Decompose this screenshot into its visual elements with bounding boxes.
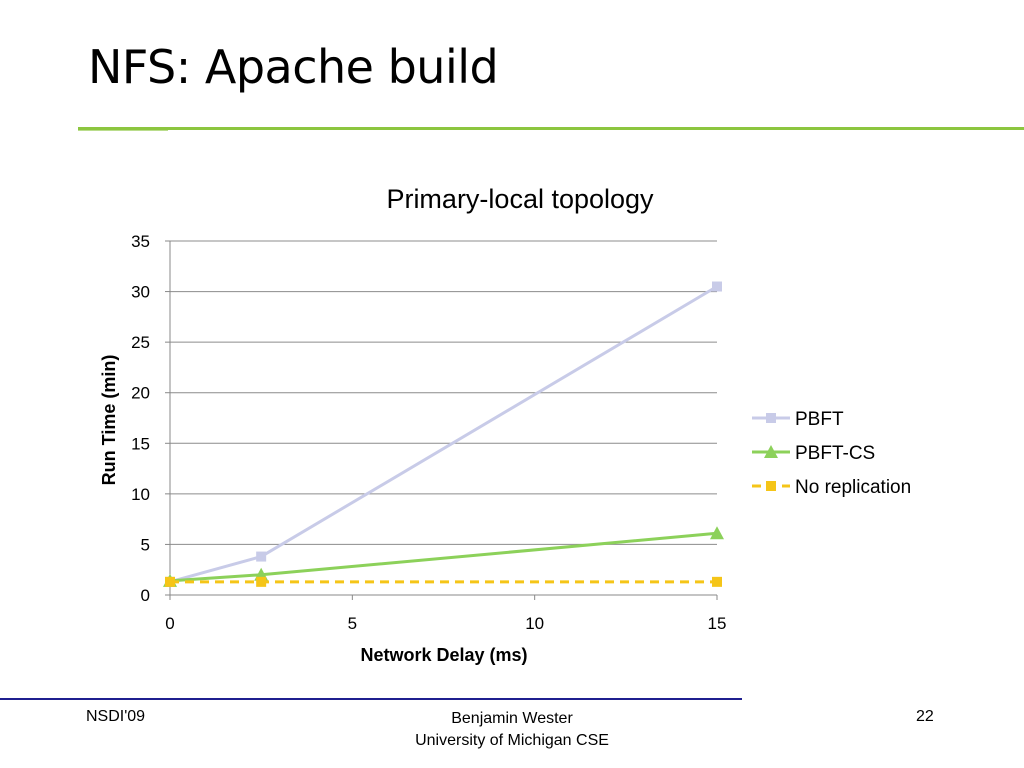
x-tick-label: 5 [348, 614, 357, 633]
legend-item: PBFT-CS [752, 443, 875, 464]
chart-grid [170, 240, 717, 545]
legend-label: No replication [795, 477, 911, 498]
legend-label: PBFT-CS [795, 443, 875, 464]
data-point [712, 281, 722, 292]
data-point [256, 576, 267, 587]
y-tick-label: 5 [141, 535, 150, 554]
legend-swatch-marker [766, 413, 776, 423]
legend-item: No replication [752, 477, 911, 498]
footer-divider [0, 698, 742, 700]
page-number: 22 [916, 708, 934, 725]
y-tick-label: 25 [131, 333, 150, 352]
data-point [165, 576, 175, 587]
y-tick-label: 10 [131, 485, 150, 504]
x-tick-label: 15 [708, 614, 727, 633]
data-point [712, 576, 722, 587]
x-tick-label: 10 [525, 614, 544, 633]
slide-title: NFS: Apache build [88, 40, 499, 94]
footer-author-name: Benjamin Wester [451, 710, 573, 727]
chart-legend: PBFT PBFT-CS No replication [752, 409, 911, 498]
legend-item: PBFT [752, 409, 844, 430]
title-underline-accent [78, 130, 168, 131]
y-tick-label: 20 [131, 384, 150, 403]
series-line [169, 285, 718, 584]
series-line [169, 531, 718, 583]
x-tick-label: 0 [165, 614, 174, 633]
footer-conference: NSDI'09 [86, 708, 146, 725]
x-axis-ticks: 0 5 10 15 [165, 595, 726, 633]
series-pbft-cs [163, 526, 724, 587]
data-point [256, 551, 267, 562]
legend-swatch-marker [764, 445, 778, 458]
y-tick-label: 30 [131, 283, 150, 302]
y-tick-label: 15 [131, 434, 150, 453]
y-tick-label: 0 [141, 586, 150, 605]
series-no-replication [165, 576, 722, 587]
x-axis-label: Network Delay (ms) [360, 645, 527, 665]
y-axis-ticks: 0 5 10 15 20 25 30 35 [131, 232, 170, 605]
data-point [710, 526, 724, 540]
legend-swatch-marker [766, 481, 776, 491]
series-layer [163, 281, 724, 587]
y-axis-label: Run Time (min) [99, 355, 119, 486]
chart-title: Primary-local topology [386, 184, 654, 214]
footer-affiliation: University of Michigan CSE [415, 732, 609, 749]
footer-author: Benjamin Wester University of Michigan C… [382, 708, 642, 752]
title-underline [78, 127, 1024, 130]
y-tick-label: 35 [131, 232, 150, 251]
legend-label: PBFT [795, 409, 844, 430]
